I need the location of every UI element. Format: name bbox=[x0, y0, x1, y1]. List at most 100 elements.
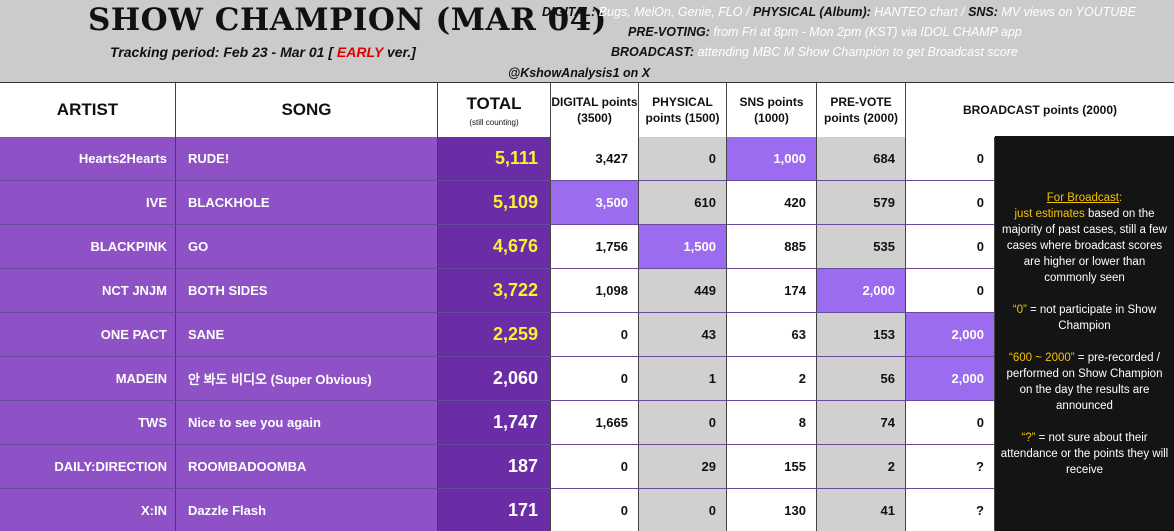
cell-prevote: 579 bbox=[817, 181, 906, 225]
cell-broadcast: 0 bbox=[906, 181, 995, 225]
col-header-prevote: PRE-VOTE points (2000) bbox=[817, 83, 906, 137]
cell-physical: 610 bbox=[639, 181, 727, 225]
cell-total: 5,109 bbox=[438, 181, 551, 225]
col-header-digital: DIGITAL points (3500) bbox=[551, 83, 639, 137]
notes-zero: “0” = not participate in Show Champion bbox=[1012, 304, 1157, 332]
cell-broadcast: 0 bbox=[906, 137, 995, 181]
cell-sns: 174 bbox=[727, 269, 817, 313]
col-header-physical: PHYSICAL points (1500) bbox=[639, 83, 727, 137]
cell-total: 171 bbox=[438, 489, 551, 531]
notes-heading: For Broadcast: bbox=[1046, 192, 1123, 204]
author-handle: @KshowAnalysis1 on X bbox=[508, 66, 651, 80]
cell-artist: IVE bbox=[0, 181, 176, 225]
cell-physical: 0 bbox=[639, 401, 727, 445]
cell-sns: 155 bbox=[727, 445, 817, 489]
broadcast-notes-panel: For Broadcast: just estimates based on t… bbox=[995, 136, 1174, 531]
cell-song: GO bbox=[176, 225, 438, 269]
cell-sns: 1,000 bbox=[727, 137, 817, 181]
cell-broadcast: ? bbox=[906, 445, 995, 489]
cell-sns: 8 bbox=[727, 401, 817, 445]
cell-artist: BLACKPINK bbox=[0, 225, 176, 269]
cell-prevote: 684 bbox=[817, 137, 906, 181]
cell-digital: 0 bbox=[551, 445, 639, 489]
cell-total: 2,060 bbox=[438, 357, 551, 401]
cell-total: 2,259 bbox=[438, 313, 551, 357]
cell-artist: X:IN bbox=[0, 489, 176, 531]
cell-sns: 420 bbox=[727, 181, 817, 225]
page-title: SHOW CHAMPION (MAR 04) bbox=[88, 2, 607, 38]
cell-broadcast: 2,000 bbox=[906, 357, 995, 401]
info-line-prevoting: PRE-VOTING: from Fri at 8pm - Mon 2pm (K… bbox=[628, 25, 1022, 39]
cell-digital: 3,427 bbox=[551, 137, 639, 181]
cell-sns: 130 bbox=[727, 489, 817, 531]
notes-range: “600 ~ 2000” = pre-recorded / performed … bbox=[1006, 352, 1163, 412]
cell-song: Dazzle Flash bbox=[176, 489, 438, 531]
cell-total: 3,722 bbox=[438, 269, 551, 313]
notes-estimates: just estimates based on the majority of … bbox=[1002, 208, 1167, 284]
cell-digital: 0 bbox=[551, 357, 639, 401]
cell-prevote: 153 bbox=[817, 313, 906, 357]
table-row: IVE BLACKHOLE 5,109 3,500 610 420 579 0 bbox=[0, 181, 1174, 225]
col-header-total: TOTAL (still counting) bbox=[438, 83, 551, 137]
cell-prevote: 2 bbox=[817, 445, 906, 489]
cell-song: RUDE! bbox=[176, 137, 438, 181]
cell-physical: 0 bbox=[639, 137, 727, 181]
info-line-broadcast: BROADCAST: attending MBC M Show Champion… bbox=[611, 45, 1018, 59]
cell-sns: 885 bbox=[727, 225, 817, 269]
col-header-sns: SNS points (1000) bbox=[727, 83, 817, 137]
cell-broadcast: ? bbox=[906, 489, 995, 531]
cell-artist: TWS bbox=[0, 401, 176, 445]
notes-unknown: “?” = not sure about their attendance or… bbox=[1000, 432, 1169, 476]
col-header-song: SONG bbox=[176, 83, 438, 137]
col-header-broadcast: BROADCAST points (2000) bbox=[906, 83, 1174, 137]
cell-digital: 1,756 bbox=[551, 225, 639, 269]
table-row: DAILY:DIRECTION ROOMBADOOMBA 187 0 29 155 2? bbox=[0, 445, 1174, 489]
table-row: X:IN Dazzle Flash 171 0 0 130 41? bbox=[0, 489, 1174, 531]
cell-song: ROOMBADOOMBA bbox=[176, 445, 438, 489]
cell-physical: 0 bbox=[639, 489, 727, 531]
table-row: MADEIN 안 봐도 비디오 (Super Obvious) 2,060 0 1 2 56… bbox=[0, 357, 1174, 401]
cell-artist: MADEIN bbox=[0, 357, 176, 401]
early-badge: EARLY bbox=[336, 44, 384, 60]
cell-digital: 0 bbox=[551, 313, 639, 357]
cell-broadcast: 2,000 bbox=[906, 313, 995, 357]
cell-song: BOTH SIDES bbox=[176, 269, 438, 313]
cell-physical: 43 bbox=[639, 313, 727, 357]
col-header-artist: ARTIST bbox=[0, 83, 176, 137]
cell-song: 안 봐도 비디오 (Super Obvious) bbox=[176, 357, 438, 401]
cell-artist: DAILY:DIRECTION bbox=[0, 445, 176, 489]
cell-physical: 449 bbox=[639, 269, 727, 313]
cell-prevote: 2,000 bbox=[817, 269, 906, 313]
cell-physical: 1 bbox=[639, 357, 727, 401]
cell-total: 187 bbox=[438, 445, 551, 489]
cell-total: 1,747 bbox=[438, 401, 551, 445]
table-row: Hearts2Hearts RUDE! 5,111 3,427 0 1,000 684 0 bbox=[0, 137, 1174, 181]
cell-physical: 29 bbox=[639, 445, 727, 489]
cell-artist: NCT JNJM bbox=[0, 269, 176, 313]
table-row: NCT JNJM BOTH SIDES 3,722 1,098 449 174 2,000 0 bbox=[0, 269, 1174, 313]
tracking-period: Tracking period: Feb 23 - Mar 01 [ EARLY… bbox=[110, 44, 416, 60]
cell-prevote: 56 bbox=[817, 357, 906, 401]
cell-song: Nice to see you again bbox=[176, 401, 438, 445]
cell-broadcast: 0 bbox=[906, 269, 995, 313]
cell-prevote: 74 bbox=[817, 401, 906, 445]
cell-song: BLACKHOLE bbox=[176, 181, 438, 225]
cell-artist: ONE PACT bbox=[0, 313, 176, 357]
cell-song: SANE bbox=[176, 313, 438, 357]
cell-physical: 1,500 bbox=[639, 225, 727, 269]
cell-sns: 63 bbox=[727, 313, 817, 357]
table-row: BLACKPINK GO 4,676 1,756 1,500 885 535 0 bbox=[0, 225, 1174, 269]
table-header-row: ARTIST SONG TOTAL (still counting) DIGIT… bbox=[0, 83, 1174, 137]
cell-broadcast: 0 bbox=[906, 225, 995, 269]
ranking-table: ARTIST SONG TOTAL (still counting) DIGIT… bbox=[0, 82, 1174, 531]
cell-digital: 1,665 bbox=[551, 401, 639, 445]
cell-broadcast: 0 bbox=[906, 401, 995, 445]
cell-sns: 2 bbox=[727, 357, 817, 401]
cell-digital: 3,500 bbox=[551, 181, 639, 225]
report-header: SHOW CHAMPION (MAR 04) Tracking period: … bbox=[0, 0, 1174, 82]
cell-total: 5,111 bbox=[438, 137, 551, 181]
info-line-sources: DIGITAL: Bugs, MelOn, Genie, FLO / PHYSI… bbox=[542, 5, 1136, 19]
cell-artist: Hearts2Hearts bbox=[0, 137, 176, 181]
cell-total: 4,676 bbox=[438, 225, 551, 269]
cell-prevote: 535 bbox=[817, 225, 906, 269]
